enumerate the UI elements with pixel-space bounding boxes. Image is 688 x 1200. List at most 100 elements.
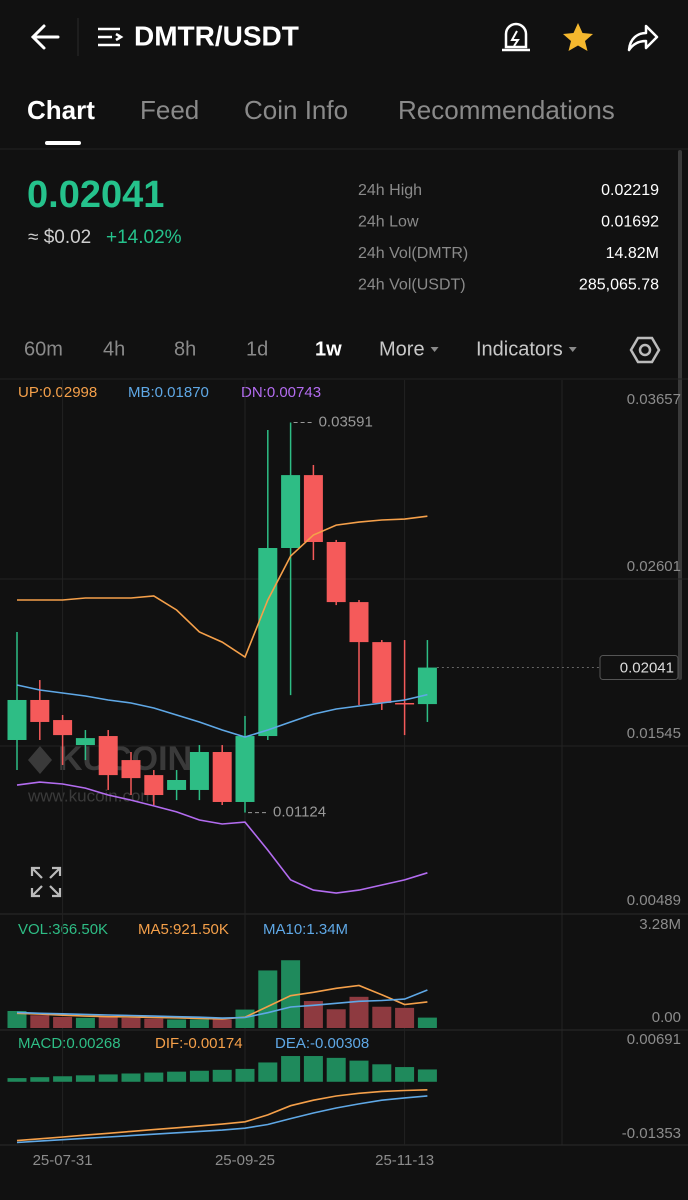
- candle-body: [212, 752, 232, 802]
- bollinger-line: [16, 781, 428, 894]
- candle-body: [189, 752, 209, 790]
- tab[interactable]: Chart: [27, 95, 95, 125]
- bollinger-line: [16, 684, 428, 738]
- volume-bar: [212, 1019, 232, 1028]
- volume-bar: [53, 1016, 73, 1028]
- stat-value: 0.02219: [601, 182, 659, 199]
- macd-line: [16, 1089, 428, 1142]
- settings-button[interactable]: [629, 336, 661, 364]
- macd-bar: [53, 1076, 73, 1082]
- stat-value: 0.01692: [601, 214, 659, 231]
- last-price-box: [599, 655, 679, 681]
- active-tab-indicator: [45, 141, 81, 145]
- volume-bar: [417, 1017, 437, 1028]
- volume-bar: [144, 1018, 164, 1028]
- favorite-star[interactable]: [563, 23, 593, 51]
- y-tick-label: 0.00691: [627, 1031, 681, 1048]
- x-tick-label: 25-09-25: [215, 1152, 275, 1169]
- volume-bar: [303, 1001, 323, 1028]
- macd-bar: [7, 1078, 27, 1082]
- indicator-legend: MA5:921.50K: [138, 921, 229, 938]
- tab-bar: Chart Feed Coin Info Recommendations: [27, 95, 615, 125]
- extreme-label: 0.01124: [273, 804, 326, 821]
- macd-bar: [235, 1068, 255, 1082]
- candle-body: [417, 667, 437, 705]
- indicator-legend: DEA:-0.00308: [275, 1035, 369, 1052]
- stats-panel: 24h High 0.02219 24h Low 0.01692 24h Vol(DMT…: [358, 182, 659, 294]
- back-button[interactable]: [30, 24, 60, 50]
- volume-bar: [395, 1007, 415, 1028]
- watermark-icon: [28, 746, 52, 774]
- volume-bar: [7, 1010, 27, 1028]
- interval-option[interactable]: 1w: [315, 338, 342, 360]
- interval-option[interactable]: 60m: [24, 338, 63, 360]
- stat-label: 24h High: [358, 182, 422, 199]
- candle-body: [235, 736, 255, 802]
- volume-bar: [372, 1006, 392, 1028]
- volume-bar: [75, 1017, 95, 1028]
- candle-body: [75, 738, 95, 746]
- macd-bar: [30, 1077, 50, 1082]
- tab[interactable]: Recommendations: [398, 95, 615, 125]
- volume-ma-line: [16, 989, 428, 1019]
- macd-bar: [326, 1057, 346, 1082]
- y-tick-label: 0.01545: [627, 725, 681, 742]
- interval-option[interactable]: 8h: [174, 338, 196, 360]
- volume-bar: [167, 1019, 187, 1028]
- macd-bar: [75, 1075, 95, 1082]
- stat-label: 24h Vol(DMTR): [358, 245, 468, 262]
- macd-line: [16, 1095, 428, 1144]
- tab[interactable]: Coin Info: [244, 95, 348, 125]
- fullscreen-button[interactable]: [30, 866, 62, 898]
- macd-bar: [98, 1074, 118, 1082]
- candle-body: [372, 642, 392, 703]
- candle-body: [30, 699, 50, 722]
- candle-body: [167, 780, 187, 790]
- indicator-legend: MB:0.01870: [128, 384, 209, 401]
- usd-price: ≈ $0.02: [28, 227, 91, 248]
- macd-bar: [395, 1067, 415, 1082]
- candle-body: [281, 475, 301, 549]
- candle-body: [258, 548, 278, 737]
- extreme-label: 0.03591: [319, 413, 373, 430]
- y-tick-label: 0.02601: [627, 558, 681, 575]
- macd-bar: [258, 1062, 278, 1082]
- candle-body: [121, 760, 141, 779]
- y-tick-label: 0.00489: [627, 892, 681, 909]
- y-tick-label: 0.00: [652, 1009, 681, 1026]
- pair-title: DMTR/USDT: [134, 20, 299, 51]
- scrollbar: [678, 150, 682, 680]
- stat-value: 14.82M: [606, 245, 659, 262]
- menu-icon[interactable]: [98, 27, 124, 47]
- volume-bar: [98, 1016, 118, 1028]
- candle-body: [326, 541, 346, 603]
- interval-option[interactable]: More: [379, 338, 425, 360]
- volume-bar: [349, 996, 369, 1028]
- share-button[interactable]: [627, 24, 659, 52]
- last-price: 0.02041: [27, 174, 164, 216]
- indicator-legend: DN:0.00743: [241, 384, 321, 401]
- macd-bar: [372, 1064, 392, 1082]
- candle-body: [303, 475, 323, 542]
- y-tick-label: 3.28M: [639, 916, 681, 933]
- indicator-legend: UP:0.02998: [18, 384, 97, 401]
- volume-bar: [281, 960, 301, 1028]
- candle-body: [144, 775, 164, 796]
- interval-bar: 60m 4h 8h 1d 1w More Indicators: [24, 338, 577, 360]
- watermark-url: www.kucoin.com: [27, 786, 155, 805]
- tab[interactable]: Feed: [140, 95, 199, 125]
- plot-area: UP:0.02998 MB:0.01870 DN:0.00743VOL:366.50…: [0, 380, 688, 1169]
- interval-option[interactable]: 4h: [103, 338, 125, 360]
- dropdown-caret: [430, 347, 439, 352]
- volume-bar: [121, 1017, 141, 1028]
- candle-body: [7, 699, 27, 740]
- stat-value: 285,065.78: [579, 277, 659, 294]
- alert-button[interactable]: [502, 22, 530, 52]
- macd-bar: [303, 1056, 323, 1082]
- price-change: +14.02%: [106, 227, 182, 248]
- y-tick-label: 0.03657: [627, 391, 681, 408]
- interval-option[interactable]: 1d: [246, 338, 268, 360]
- interval-option[interactable]: Indicators: [476, 338, 563, 360]
